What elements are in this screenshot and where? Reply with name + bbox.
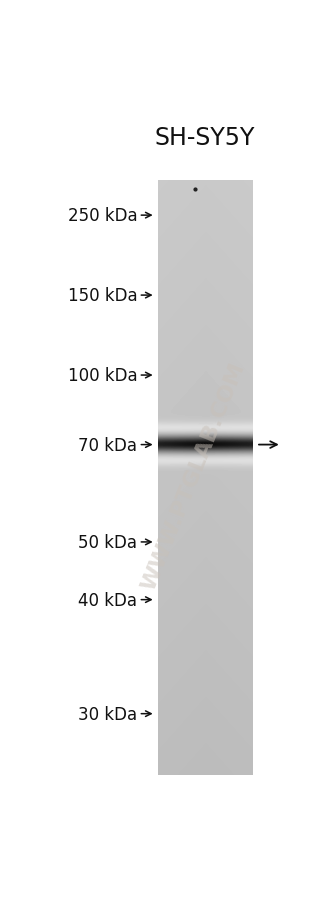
Text: WWW.PTGLAB.COM: WWW.PTGLAB.COM	[139, 360, 248, 594]
Text: 70 kDa: 70 kDa	[78, 436, 137, 454]
Text: SH-SY5Y: SH-SY5Y	[155, 125, 255, 150]
Text: 100 kDa: 100 kDa	[68, 366, 137, 384]
Text: 40 kDa: 40 kDa	[78, 591, 137, 609]
Text: 150 kDa: 150 kDa	[68, 287, 137, 305]
Text: 30 kDa: 30 kDa	[78, 704, 137, 723]
Text: 50 kDa: 50 kDa	[78, 533, 137, 551]
Text: 250 kDa: 250 kDa	[68, 207, 137, 225]
